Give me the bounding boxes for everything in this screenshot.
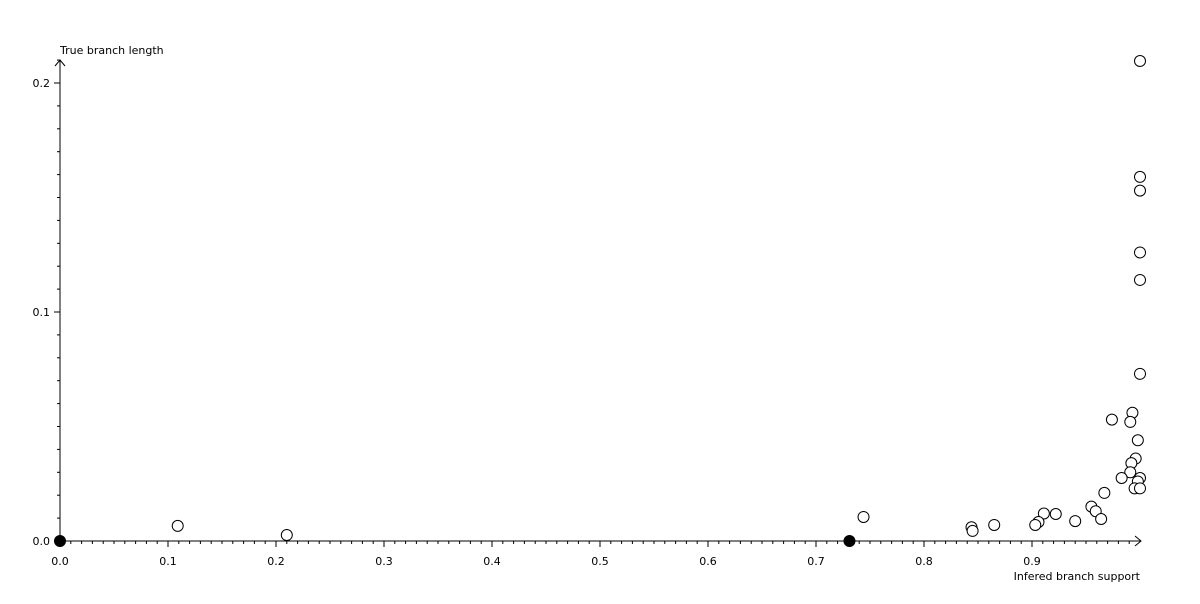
data-point	[1134, 367, 1146, 380]
x-tick-label: 0.5	[591, 555, 609, 568]
x-axis-label: Infered branch support	[1014, 570, 1141, 583]
data-point	[1098, 486, 1111, 499]
x-tick-label: 0.0	[51, 555, 69, 568]
filled-data-point	[843, 535, 856, 547]
x-tick-label: 0.1	[159, 555, 177, 568]
data-point	[1134, 55, 1146, 68]
points	[54, 55, 1146, 547]
data-point	[1131, 434, 1144, 447]
x-tick-label: 0.6	[699, 555, 717, 568]
data-point	[280, 529, 293, 542]
data-point	[1029, 518, 1042, 531]
data-point	[1069, 515, 1082, 528]
axes: 0.0 0.1 0.2 0.3 0.4 0.5 0.6 0.7 0.8 0.9 0.0 0.1 0.2	[33, 59, 1142, 568]
data-point	[1134, 482, 1146, 495]
y-tick-label: 0.0	[33, 535, 51, 548]
data-point	[1105, 413, 1118, 426]
y-tick-label: 0.2	[33, 77, 51, 90]
data-point	[966, 524, 979, 537]
data-point	[1134, 170, 1146, 183]
data-point	[1134, 246, 1146, 259]
x-tick-label: 0.8	[915, 555, 933, 568]
y-tick-label: 0.1	[33, 306, 51, 319]
data-point	[1134, 184, 1146, 197]
x-tick-label: 0.3	[375, 555, 393, 568]
y-axis-label: True branch length	[59, 44, 164, 57]
data-point	[988, 518, 1001, 531]
data-point	[171, 519, 184, 532]
x-tick-label: 0.2	[267, 555, 285, 568]
data-point	[1115, 472, 1128, 485]
data-point	[1124, 466, 1137, 479]
x-tick-label: 0.4	[483, 555, 501, 568]
data-point	[1049, 507, 1062, 520]
x-tick-label: 0.7	[807, 555, 825, 568]
data-point	[1124, 415, 1137, 428]
data-point	[857, 510, 870, 523]
x-tick-label: 0.9	[1023, 555, 1041, 568]
data-point	[1095, 513, 1108, 526]
filled-data-point	[54, 535, 66, 547]
data-point	[1037, 507, 1050, 520]
data-point	[1134, 273, 1146, 286]
x-axis-arrow	[1134, 535, 1142, 547]
